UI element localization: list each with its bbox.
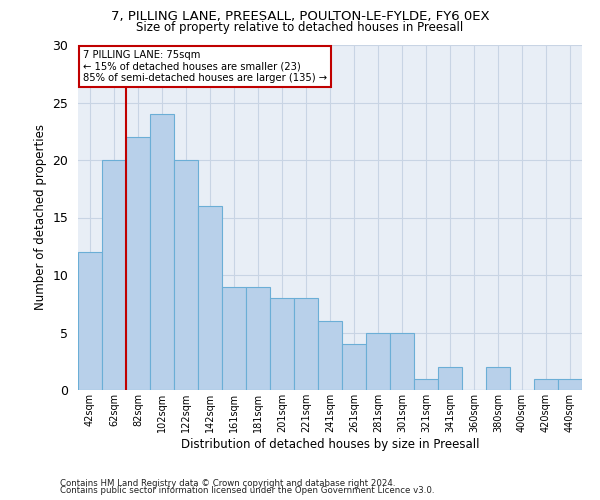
- Bar: [414, 378, 438, 390]
- Bar: [150, 114, 174, 390]
- Bar: [102, 160, 126, 390]
- Text: 7, PILLING LANE, PREESALL, POULTON-LE-FYLDE, FY6 0EX: 7, PILLING LANE, PREESALL, POULTON-LE-FY…: [110, 10, 490, 23]
- X-axis label: Distribution of detached houses by size in Preesall: Distribution of detached houses by size …: [181, 438, 479, 450]
- Bar: [486, 367, 510, 390]
- Bar: [534, 378, 558, 390]
- Text: Contains public sector information licensed under the Open Government Licence v3: Contains public sector information licen…: [60, 486, 434, 495]
- Text: Contains HM Land Registry data © Crown copyright and database right 2024.: Contains HM Land Registry data © Crown c…: [60, 478, 395, 488]
- Bar: [294, 298, 318, 390]
- Bar: [222, 286, 246, 390]
- Bar: [558, 378, 582, 390]
- Text: 7 PILLING LANE: 75sqm
← 15% of detached houses are smaller (23)
85% of semi-deta: 7 PILLING LANE: 75sqm ← 15% of detached …: [83, 50, 327, 84]
- Bar: [174, 160, 198, 390]
- Bar: [366, 332, 390, 390]
- Bar: [270, 298, 294, 390]
- Bar: [438, 367, 462, 390]
- Bar: [318, 321, 342, 390]
- Text: Size of property relative to detached houses in Preesall: Size of property relative to detached ho…: [136, 21, 464, 34]
- Bar: [126, 137, 150, 390]
- Y-axis label: Number of detached properties: Number of detached properties: [34, 124, 47, 310]
- Bar: [198, 206, 222, 390]
- Bar: [246, 286, 270, 390]
- Bar: [78, 252, 102, 390]
- Bar: [390, 332, 414, 390]
- Bar: [342, 344, 366, 390]
